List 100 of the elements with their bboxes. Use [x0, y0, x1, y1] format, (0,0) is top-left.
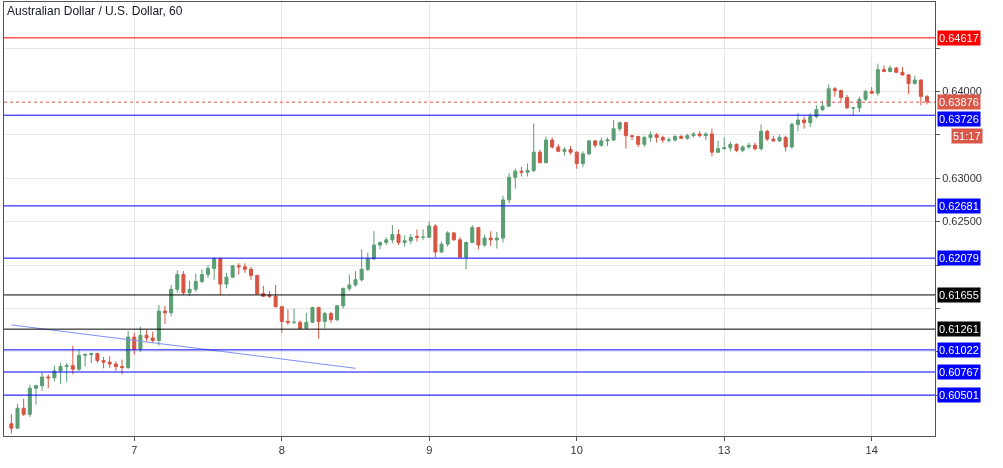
candlestick [660, 135, 665, 144]
candlestick [476, 226, 481, 250]
y-tick-label: 0.63000 [942, 172, 982, 185]
candlestick [795, 112, 800, 132]
candlestick [451, 231, 456, 242]
candlestick [414, 228, 419, 243]
candlestick [531, 123, 536, 173]
candlestick [371, 230, 376, 261]
candlestick [21, 398, 26, 417]
candlestick [169, 284, 174, 317]
candlestick [875, 63, 880, 97]
candlestick [759, 123, 764, 151]
text: 51:17 [953, 130, 981, 142]
candlestick [587, 139, 592, 156]
candlestick [445, 230, 450, 248]
candlestick [746, 142, 751, 150]
candlestick [242, 262, 247, 274]
candlestick [636, 135, 641, 148]
candlestick [777, 134, 782, 143]
candlestick [599, 136, 604, 148]
candlestick [27, 384, 32, 418]
candlestick [33, 384, 38, 406]
x-tick-label: 8 [278, 444, 285, 457]
candlestick [132, 332, 137, 355]
candlestick [126, 330, 131, 370]
candlestick [236, 262, 241, 276]
candlestick [703, 131, 708, 141]
candlestick [642, 135, 647, 148]
candlestick [789, 122, 794, 150]
candlestick [396, 228, 401, 246]
ref-line-label: 0.61022 [939, 344, 979, 356]
candlestick [70, 345, 75, 375]
ref-line-label: 0.60501 [939, 389, 979, 401]
candlestick [716, 140, 721, 154]
candlestick [728, 141, 733, 152]
candlestick [654, 132, 659, 144]
candlestick [470, 224, 475, 244]
candlestick [482, 234, 487, 248]
candlestick [771, 135, 776, 143]
candlestick [568, 145, 573, 156]
candlestick [83, 353, 88, 368]
candlestick [298, 320, 303, 330]
candlestick [427, 221, 432, 239]
candlestick [378, 241, 383, 250]
ref-line-label: 0.61261 [939, 323, 979, 335]
candlestick [15, 403, 20, 429]
ref-line-label: 0.63726 [939, 113, 979, 125]
ref-line-label: 0.62681 [939, 200, 979, 212]
candlestick [292, 307, 297, 325]
candlestick [894, 66, 899, 74]
candlestick [150, 331, 155, 344]
candlestick [335, 304, 340, 322]
ref-line-label: 0.62079 [939, 252, 979, 264]
candlestick [697, 130, 702, 138]
candlestick [832, 86, 837, 98]
candlestick [365, 252, 370, 272]
x-tick-label: 13 [718, 444, 731, 457]
candlestick [89, 352, 94, 364]
candlestick [623, 121, 628, 150]
candlestick [359, 248, 364, 282]
candlestick [752, 142, 757, 151]
candlestick [507, 172, 512, 204]
chart-title: Australian Dollar / U.S. Dollar, 60 [7, 4, 183, 19]
candlestick [390, 224, 395, 244]
candlestick [912, 75, 917, 85]
candlestick [119, 359, 124, 375]
candlestick [544, 136, 549, 164]
x-tick-label: 9 [426, 444, 433, 457]
candlestick [199, 268, 204, 284]
candlestick [869, 86, 874, 95]
candlestick [537, 149, 542, 164]
candlestick [740, 144, 745, 153]
candlestick [187, 280, 192, 297]
candlestick [574, 150, 579, 170]
candlestick [464, 241, 469, 270]
candlestick [402, 234, 407, 248]
candlestick [76, 348, 81, 372]
ref-line-label: 0.60767 [939, 366, 979, 378]
candlestick [218, 257, 223, 296]
candlestick [163, 305, 168, 325]
candlestick [156, 304, 161, 347]
ref-line-label: 0.64617 [939, 32, 979, 44]
candlestick [433, 223, 438, 258]
candlestick [316, 306, 321, 340]
candlestick [513, 168, 518, 190]
y-tick-label: 0.62500 [942, 215, 982, 228]
x-tick-label: 7 [131, 444, 138, 457]
candlestick [826, 83, 831, 108]
candlestick [888, 64, 893, 73]
candlestick [138, 326, 143, 353]
candlestick [439, 241, 444, 254]
candlestick [175, 269, 180, 294]
candlestick [648, 130, 653, 143]
candlestick [525, 162, 530, 177]
candlestick [722, 136, 727, 151]
candlestick [9, 413, 14, 434]
candlestick [457, 236, 462, 258]
candlestick [113, 360, 118, 372]
candlestick [488, 230, 493, 247]
candlestick [519, 166, 524, 177]
